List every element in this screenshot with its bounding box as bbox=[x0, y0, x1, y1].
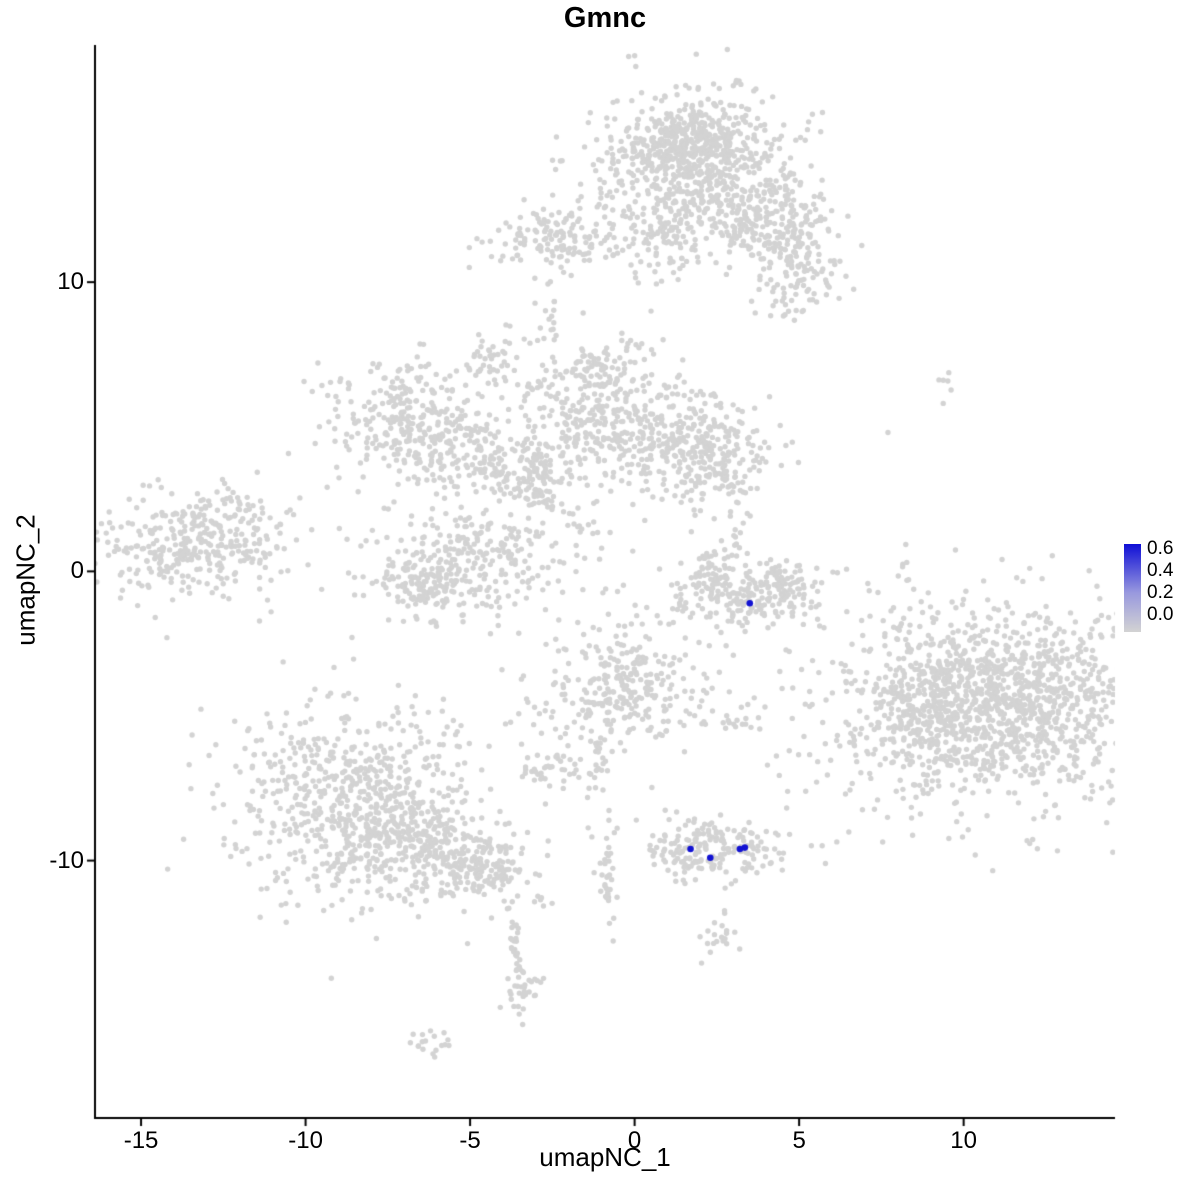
x-tick-label: 0 bbox=[627, 1127, 642, 1154]
x-tick-label: -10 bbox=[288, 1127, 323, 1154]
x-tick-label: -5 bbox=[459, 1127, 481, 1154]
x-axis-label: umapNC_1 bbox=[539, 1142, 671, 1172]
legend-tick-labels: 0.6 0.4 0.2 0.0 bbox=[1147, 538, 1173, 626]
x-tick-label: 10 bbox=[950, 1127, 977, 1154]
legend-gradient-bar bbox=[1124, 544, 1141, 632]
y-tick-label: 0 bbox=[70, 557, 84, 585]
expression-colorbar-legend: 0.6 0.4 0.2 0.0 bbox=[1120, 538, 1200, 638]
x-tick-label: -15 bbox=[123, 1127, 159, 1154]
x-tick-label: 5 bbox=[792, 1127, 806, 1154]
legend-tick-label: 0.4 bbox=[1147, 560, 1174, 581]
legend-tick-label: 0.2 bbox=[1147, 582, 1174, 603]
y-tick-label: -10 bbox=[49, 846, 84, 874]
plot-title: Gmnc bbox=[563, 2, 647, 34]
legend-tick-label: 0.0 bbox=[1147, 604, 1174, 625]
y-tick-label: 10 bbox=[57, 268, 84, 296]
legend-tick-label: 0.6 bbox=[1147, 538, 1174, 559]
